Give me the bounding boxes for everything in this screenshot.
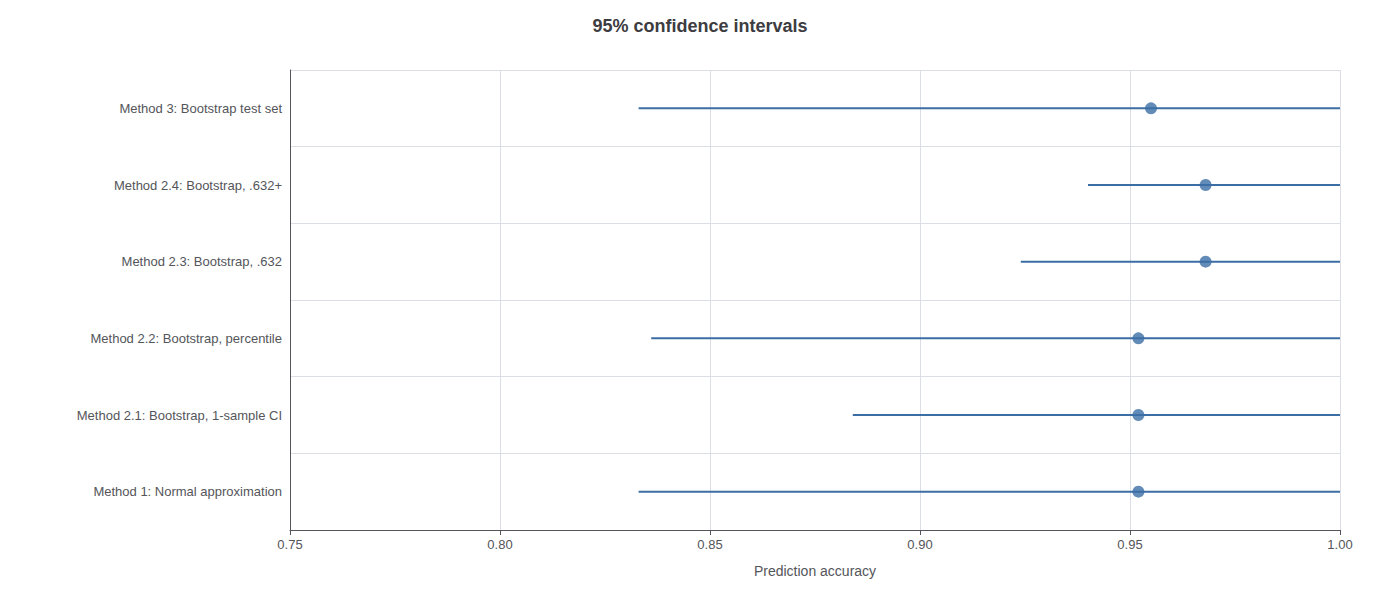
svg-text:Method 2.3: Bootstrap, .632: Method 2.3: Bootstrap, .632 — [122, 254, 282, 269]
svg-text:Method 3: Bootstrap test set: Method 3: Bootstrap test set — [119, 101, 282, 116]
svg-text:Method 2.1: Bootstrap, 1-sampl: Method 2.1: Bootstrap, 1-sample CI — [77, 408, 282, 423]
svg-text:0.95: 0.95 — [1117, 537, 1142, 552]
svg-text:0.90: 0.90 — [907, 537, 932, 552]
svg-text:Prediction accuracy: Prediction accuracy — [754, 563, 876, 579]
svg-text:Method 2.2: Bootstrap, percent: Method 2.2: Bootstrap, percentile — [90, 331, 282, 346]
svg-text:0.85: 0.85 — [697, 537, 722, 552]
svg-text:0.75: 0.75 — [277, 537, 302, 552]
svg-text:Method 2.4: Bootstrap, .632+: Method 2.4: Bootstrap, .632+ — [114, 178, 282, 193]
svg-text:0.80: 0.80 — [487, 537, 512, 552]
svg-text:95% confidence intervals: 95% confidence intervals — [592, 16, 807, 36]
svg-text:1.00: 1.00 — [1327, 537, 1352, 552]
svg-text:Method 1: Normal approximation: Method 1: Normal approximation — [93, 484, 282, 499]
